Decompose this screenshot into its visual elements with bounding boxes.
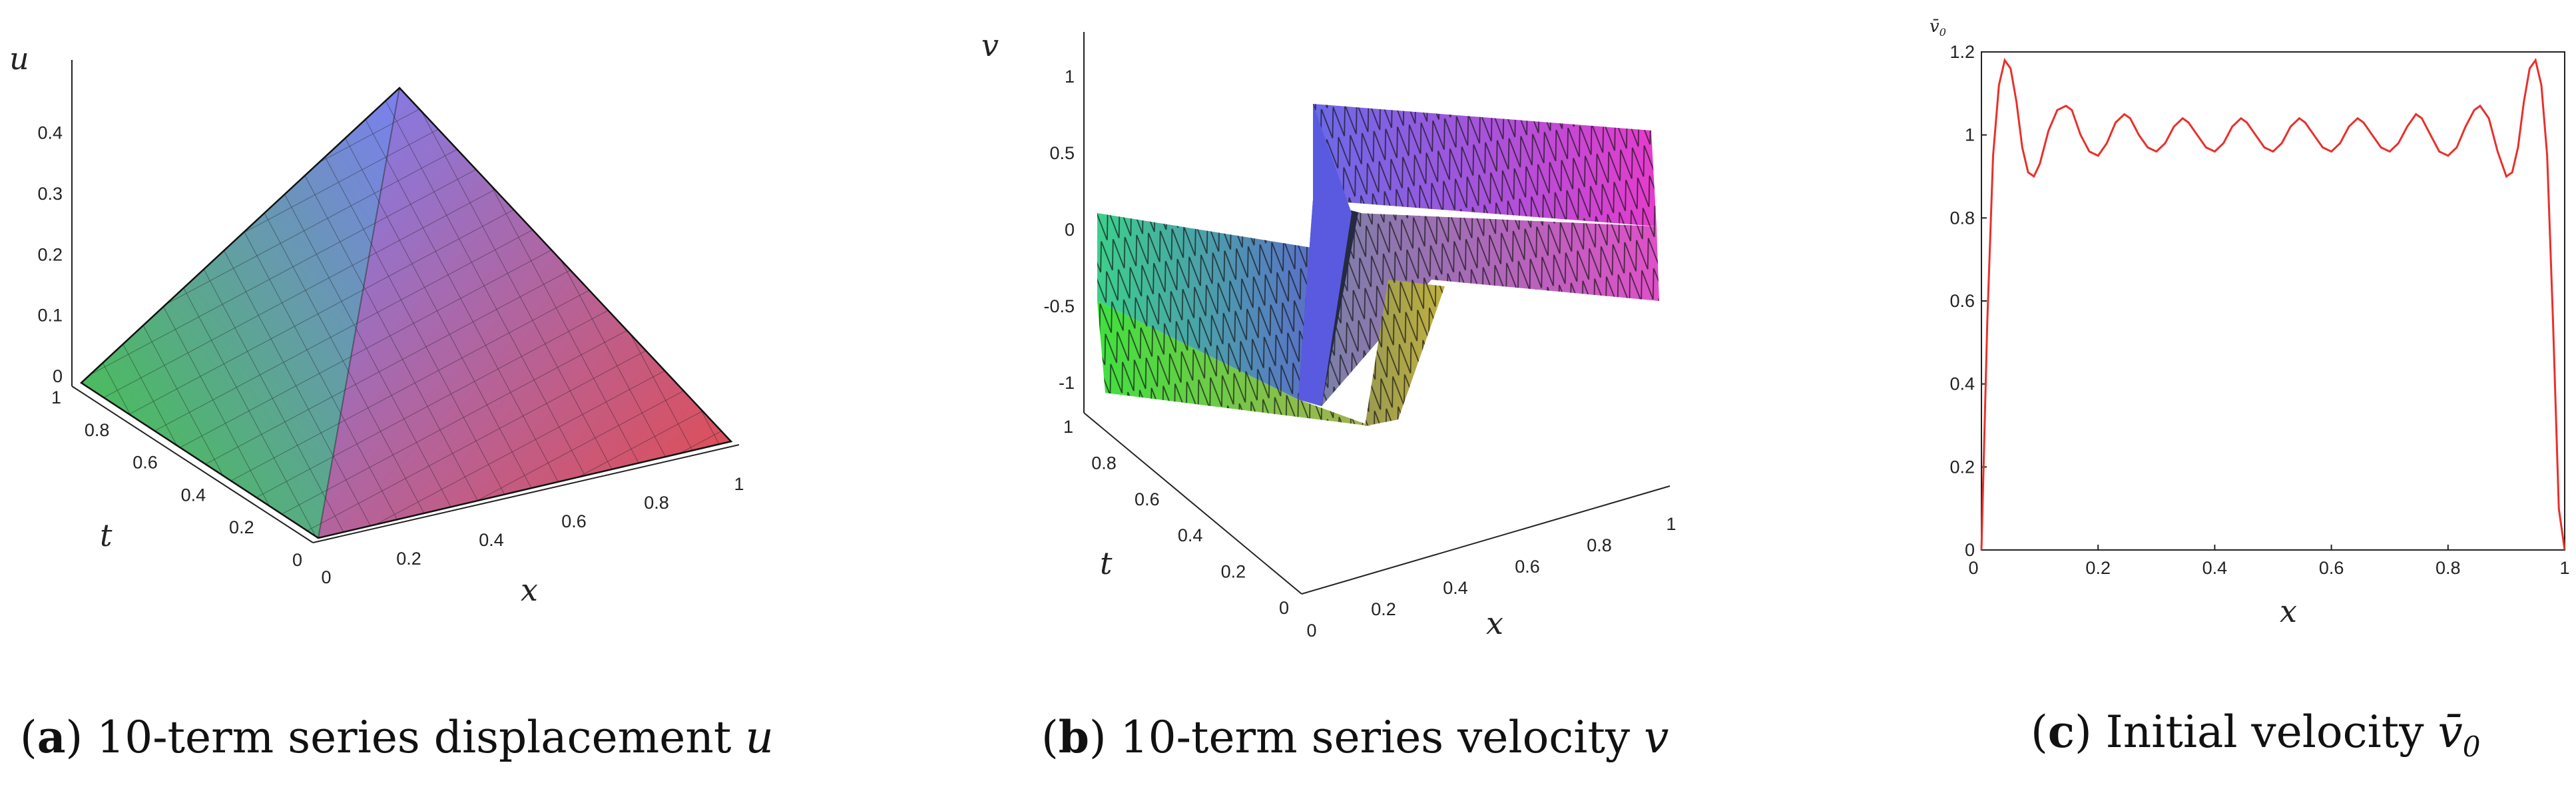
t-tick-label: 0.6 [1135,489,1160,509]
x-tick-label: 0.2 [396,549,421,569]
t-axis [71,386,314,543]
y-tick-label: 0 [1965,540,1975,560]
surface-front-low-mesh [1097,301,1372,426]
x-tick-label: 0.4 [1443,578,1468,598]
caption-a: (a) 10-term series displacement u [20,711,774,763]
x-tick-label: 0 [1968,558,1978,578]
x-tick-label: 0.6 [2319,558,2344,578]
z-tick-labels: -1 -0.5 0 0.5 1 [1043,67,1075,393]
plot-frame [1981,51,2565,551]
z-tick-label: 0.3 [37,184,63,204]
x-tick-label: 0 [321,567,331,587]
t-tick-label: 0.4 [1178,525,1203,545]
x-tick-label: 0.8 [2436,558,2461,578]
surface-ridge [318,87,400,539]
x-tick-label: 0.6 [1515,557,1540,577]
x-tick-label: 0 [1306,621,1316,641]
z-tick-labels: 0 0.1 0.2 0.3 0.4 [37,123,63,386]
y-tick-label: 0.2 [1949,457,1975,477]
x-tick-labels: 0 0.2 0.4 0.6 0.8 1 [1306,514,1676,641]
t-axis [1083,412,1302,595]
t-tick-label: 0.8 [85,420,110,440]
y-axis-label: v̄0 [1930,17,1946,39]
z-axis-label: u [9,41,29,77]
surface-outline [79,87,733,539]
caption-c: (c) Initial velocity v̄0 [2031,706,2481,763]
surface-face-right-mesh [318,88,731,538]
t-tick-label: 0 [1279,598,1289,618]
surface-notch-mesh [1365,280,1445,426]
z-tick-label: 0 [53,366,63,386]
x-tick-label: 0.8 [1587,535,1612,555]
surface-jump-face [1298,104,1352,406]
panel-a-displacement-surface: 00.10.20.30.4 00.20.40.60.81 00.20.40.60… [9,41,774,763]
z-tick-label: 0.5 [1049,143,1075,163]
t-tick-labels: 0 0.2 0.4 0.6 0.8 1 [51,388,302,570]
x-tick-label: 1 [1666,514,1676,534]
z-tick-label: 0.4 [37,123,63,143]
t-tick-label: 0.4 [181,485,206,505]
y-tick-label: 1.2 [1949,42,1975,62]
x-tick-labels: 0 0.2 0.4 0.6 0.8 1 [1968,545,2570,578]
panel-b-velocity-surface: -1 -0.5 0 0.5 1 0 0.2 0.4 0.6 0.8 1 0 0.2 0.4 0.6 0.8… [981,27,1676,763]
surface-plateau-high-mesh [1313,104,1657,226]
z-tick-label: 0.1 [37,306,63,326]
z-axis-label: v [981,27,999,63]
t-tick-label: 0.8 [1091,453,1117,473]
x-tick-label: 0.2 [2085,558,2111,578]
t-tick-label: 1 [1063,417,1073,437]
x-tick-label: 0.4 [2202,558,2228,578]
x-tick-label: 0.4 [479,530,504,550]
z-tick-label: 0 [1065,220,1075,240]
t-axis-label: t [1100,545,1113,581]
x-axis-label: x [2280,593,2297,629]
t-tick-labels: 0 0.2 0.4 0.6 0.8 1 [1063,417,1289,618]
t-tick-label: 0.6 [132,453,158,473]
surface-plateau-low-mesh [1097,213,1312,399]
x-tick-labels: 0 0.2 0.4 0.6 0.8 1 [321,474,744,587]
x-tick-label: 0.8 [644,493,669,513]
series-line [1980,57,2566,551]
x-tick-label: 1 [2559,558,2569,578]
z-tick-label: 1 [1065,67,1075,87]
t-axis-label: t [100,517,113,553]
z-tick-label: -0.5 [1043,296,1075,316]
y-tick-label: 1 [1965,125,1975,145]
x-tick-label: 0.2 [1371,599,1396,619]
caption-b: (b) 10-term series velocity v [1041,711,1669,763]
y-tick-label: 0.4 [1949,374,1975,394]
t-tick-label: 0.2 [229,517,254,537]
t-tick-label: 1 [51,388,61,407]
y-tick-label: 0.8 [1949,208,1975,228]
z-tick-label: 0.2 [37,244,63,264]
x-axis [312,444,740,543]
x-axis [1301,485,1671,595]
surface-face-left-mesh [81,88,399,538]
x-tick-label: 1 [734,474,744,494]
y-tick-label: 0.6 [1949,291,1975,311]
y-tick-labels: 0 0.2 0.4 0.6 0.8 1 1.2 [1949,42,1987,560]
x-axis-label: x [521,572,538,608]
t-tick-label: 0.2 [1221,562,1246,582]
panel-c-initial-velocity-line: 0 0.2 0.4 0.6 0.8 1 1.2 0 0.2 0.4 0.6 0.8 1 v̄0 x (… [1930,17,2570,763]
x-axis-label: x [1486,605,1503,641]
z-tick-label: -1 [1059,373,1075,393]
x-tick-label: 0.6 [561,511,587,531]
t-tick-label: 0 [292,550,302,570]
surface-front-high-mesh [1322,213,1659,406]
